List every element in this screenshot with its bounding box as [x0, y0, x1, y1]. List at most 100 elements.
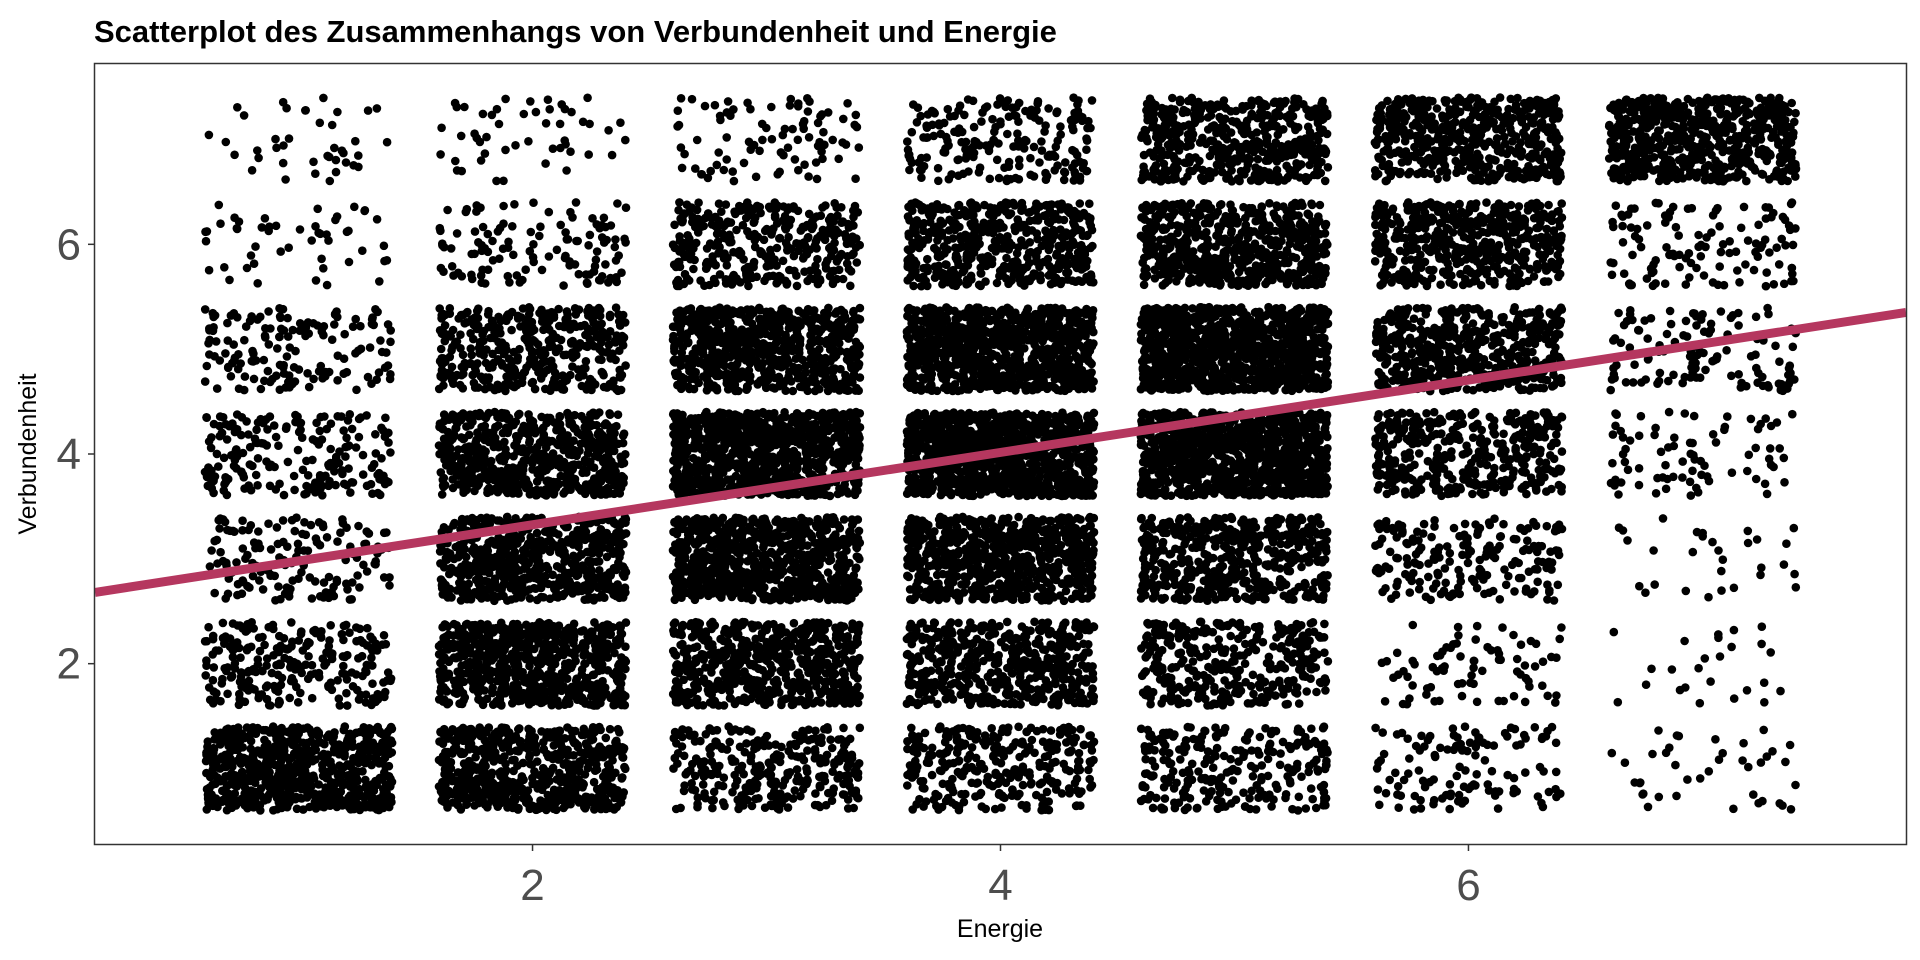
data-point [816, 231, 825, 240]
data-point [722, 108, 732, 117]
data-point [256, 384, 266, 394]
data-point [1069, 239, 1078, 248]
data-point [543, 95, 553, 104]
data-point [954, 171, 963, 180]
data-point [1179, 264, 1189, 274]
data-point [1623, 210, 1633, 219]
data-point [1058, 203, 1067, 213]
data-point [552, 245, 562, 255]
data-point [1429, 265, 1438, 275]
data-point [1412, 244, 1422, 253]
data-point [1318, 107, 1327, 117]
data-point [1436, 230, 1446, 239]
data-point [750, 217, 759, 226]
data-point [322, 280, 332, 290]
data-point [611, 256, 621, 265]
data-point [1257, 99, 1267, 108]
data-point [816, 211, 826, 220]
data-point [1654, 126, 1663, 135]
data-point [677, 163, 687, 173]
data-point [1611, 201, 1621, 210]
data-point [1262, 156, 1271, 165]
data-point [1168, 93, 1177, 103]
data-point [1716, 247, 1726, 257]
data-point [1664, 131, 1673, 140]
data-point [728, 278, 737, 288]
data-point [1762, 268, 1771, 277]
data-point [452, 229, 462, 238]
data-point [1039, 257, 1048, 267]
data-point [1527, 200, 1537, 209]
data-point [482, 132, 491, 142]
data-point [1263, 110, 1272, 120]
data-point [1279, 202, 1288, 211]
data-point [1164, 116, 1174, 126]
data-point [560, 322, 570, 331]
data-point [1003, 129, 1012, 139]
data-point [1664, 113, 1673, 123]
data-point [226, 311, 236, 320]
data-point [1732, 172, 1742, 182]
data-point [917, 173, 926, 182]
data-point [995, 232, 1005, 242]
data-point [537, 317, 547, 327]
data-point [1633, 100, 1642, 109]
data-point [1734, 159, 1743, 169]
data-point [260, 376, 269, 386]
data-point [279, 326, 289, 335]
data-point [249, 374, 259, 384]
data-point [680, 149, 689, 159]
data-point [567, 339, 576, 348]
data-point [295, 319, 305, 328]
data-point [1029, 142, 1039, 152]
data-point [1203, 113, 1213, 122]
data-point [605, 310, 615, 320]
data-point [729, 105, 738, 114]
data-point [1630, 108, 1639, 118]
data-point [949, 220, 959, 230]
data-point [574, 372, 584, 382]
data-point [372, 215, 382, 224]
data-point [350, 202, 359, 212]
data-point [1243, 275, 1253, 284]
data-point [1316, 168, 1326, 178]
data-point [841, 140, 851, 149]
data-point [224, 362, 233, 372]
data-point [985, 174, 995, 184]
data-point [678, 216, 687, 225]
data-point [324, 152, 334, 162]
data-point [957, 127, 967, 137]
data-point [1208, 145, 1217, 154]
data-point [1384, 166, 1393, 175]
data-point [1139, 162, 1148, 171]
data-point [1075, 199, 1085, 208]
chart-title: Scatterplot des Zusammenhangs von Verbun… [94, 14, 1057, 49]
data-point [933, 163, 943, 173]
data-point [1011, 111, 1021, 121]
data-point [561, 350, 571, 360]
data-point [903, 137, 912, 146]
data-point [1611, 164, 1620, 174]
data-point [1006, 209, 1016, 218]
data-point [611, 235, 620, 244]
data-point [728, 167, 737, 176]
data-point [675, 236, 685, 246]
data-point [943, 235, 952, 245]
data-point [1605, 120, 1614, 130]
data-point [953, 155, 962, 165]
data-point [1073, 106, 1083, 116]
data-point [1521, 166, 1531, 176]
data-point [742, 206, 751, 215]
data-point [1406, 233, 1415, 242]
data-point [1375, 124, 1384, 134]
data-point [248, 346, 257, 356]
data-point [1030, 113, 1040, 122]
data-point [794, 165, 803, 175]
data-point [1377, 155, 1386, 165]
data-point [1674, 231, 1683, 240]
data-point [473, 359, 482, 368]
data-point [1718, 147, 1728, 157]
data-point [962, 242, 971, 252]
data-point [916, 111, 925, 121]
data-point [597, 233, 607, 242]
